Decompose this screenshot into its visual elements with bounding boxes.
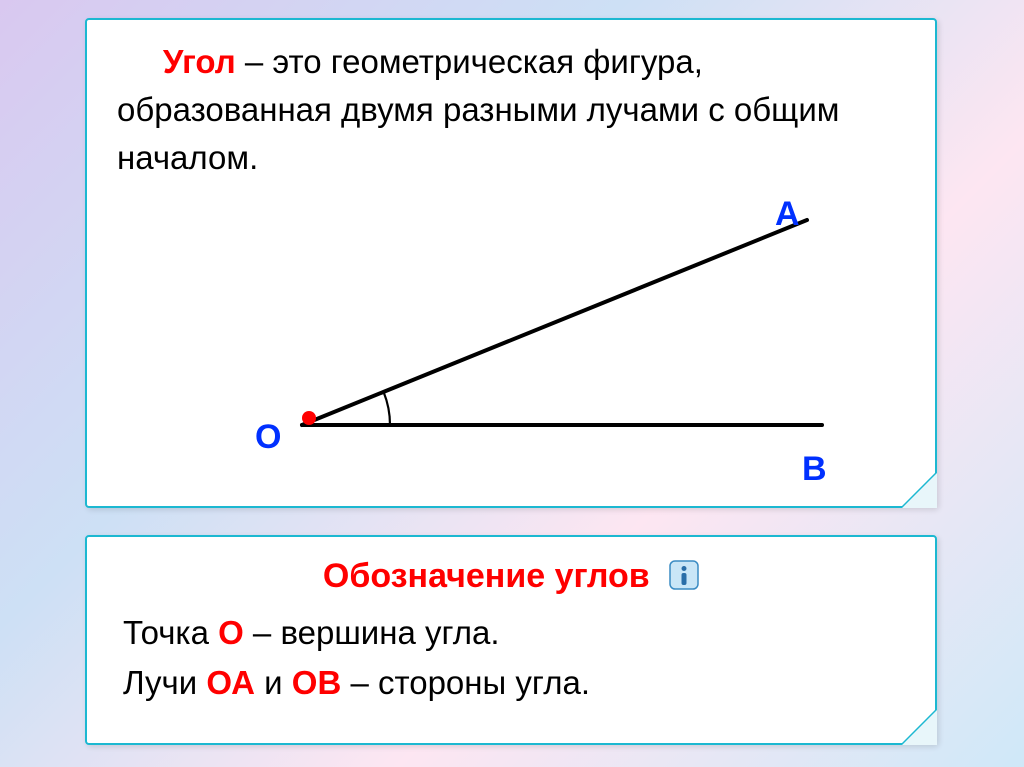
notation-line-2: Лучи ОА и ОВ – стороны угла. xyxy=(123,660,905,706)
label-a: А xyxy=(775,195,800,234)
text-fragment: – вершина угла. xyxy=(244,614,500,651)
notation-title: Обозначение углов xyxy=(323,557,650,595)
text-fragment: Лучи xyxy=(123,664,206,701)
notation-title-row: Обозначение углов xyxy=(117,557,905,596)
accent-oa: ОА xyxy=(206,664,255,701)
angle-arc xyxy=(384,392,390,425)
text-fragment: и xyxy=(255,664,292,701)
accent-ob: ОВ xyxy=(292,664,342,701)
definition-panel: Угол – это геометрическая фигура, образо… xyxy=(85,18,937,508)
page-curl-icon xyxy=(901,709,937,745)
label-o: О xyxy=(255,418,281,457)
ray-oa xyxy=(302,220,807,425)
notation-line-1: Точка О – вершина угла. xyxy=(123,610,905,656)
vertex-point xyxy=(302,411,316,425)
info-icon[interactable] xyxy=(669,560,699,590)
text-fragment: – стороны угла. xyxy=(341,664,590,701)
notation-panel: Обозначение углов Точка О – вершина угла… xyxy=(85,535,937,745)
slide-background: Угол – это геометрическая фигура, образо… xyxy=(0,0,1024,767)
page-curl-icon xyxy=(901,472,937,508)
accent-o: О xyxy=(218,614,244,651)
definition-text: Угол – это геометрическая фигура, образо… xyxy=(117,38,905,182)
label-b: В xyxy=(802,450,827,489)
term-word: Угол xyxy=(163,43,236,80)
text-fragment: Точка xyxy=(123,614,218,651)
